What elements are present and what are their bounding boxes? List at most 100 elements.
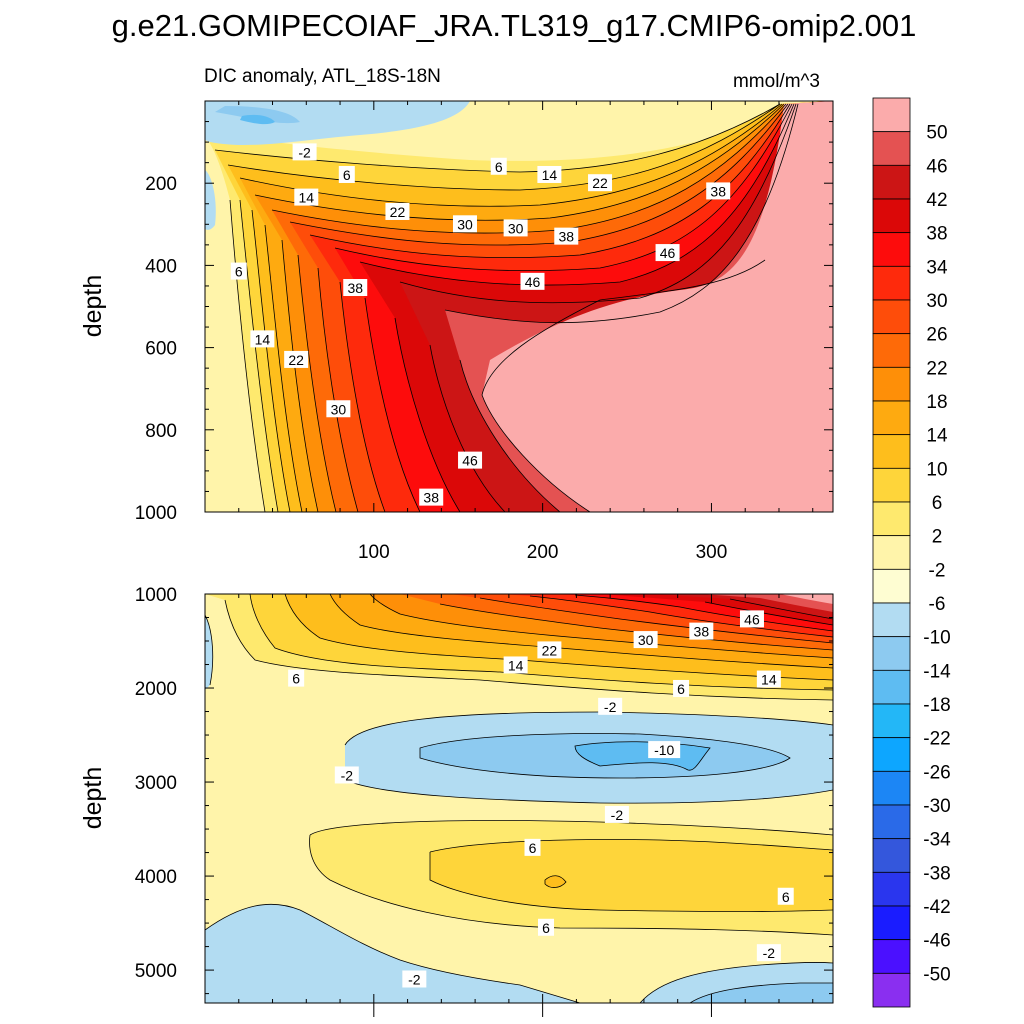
- contour-label-text: 14: [761, 672, 777, 688]
- contour-label-box: [706, 182, 731, 200]
- colorbar-swatch: [872, 602, 911, 638]
- contour-label: 6: [673, 679, 690, 697]
- contour-label-text: 22: [542, 642, 558, 658]
- colorbar-swatch: [872, 636, 911, 671]
- colorbar-label: 18: [926, 392, 947, 413]
- contour-label-text: 38: [347, 280, 363, 296]
- colorbar-label: -42: [923, 897, 950, 918]
- colorbar-swatch: [872, 232, 911, 267]
- upper-y-tick-label: 600: [145, 339, 177, 360]
- upper-contour-labels: -2 6 6 14 14 22 22 30 30 38 38 46 46 6 14 22 30 38 46 38: [230, 143, 731, 506]
- contour-label-text: 22: [390, 204, 406, 220]
- lower-panel: 46 38 30 22 14 14 6 6 -2 -10 -2 -2 6 6 6 -2 -2 1000 2000 3…: [79, 585, 834, 1017]
- contour-label-text: 6: [542, 920, 550, 936]
- contour-label-box: [334, 766, 359, 784]
- colorbar-label: -46: [923, 931, 950, 952]
- contour-label: -2: [598, 697, 623, 715]
- upper-x-tick-label: 300: [696, 542, 728, 563]
- contour-label-box: [756, 944, 781, 962]
- contour-label-text: -10: [654, 742, 674, 758]
- colorbar-label: 26: [926, 325, 947, 346]
- subtitle-units: mmol/m^3: [733, 71, 820, 92]
- colorbar-label: 42: [926, 190, 947, 211]
- contour-label-box: [673, 679, 690, 697]
- contour-label-box: [524, 838, 541, 856]
- colorbar-swatch: [872, 501, 911, 537]
- lower-y-tick-label: 2000: [135, 679, 177, 700]
- contour-label-text: -2: [298, 144, 311, 160]
- contour-label: 22: [537, 641, 562, 659]
- contour-label: 6: [777, 887, 794, 905]
- contour-label-text: 46: [462, 453, 478, 469]
- contour-label: 46: [655, 244, 680, 262]
- colorbar-label: -2: [929, 560, 946, 581]
- upper-y-tick-label: 200: [145, 174, 177, 195]
- contour-label-box: [490, 157, 507, 175]
- contour-label: 38: [554, 227, 579, 245]
- contour-label-text: 6: [782, 889, 790, 905]
- upper-y-tick-label: 400: [145, 256, 177, 277]
- colorbar-label: 34: [926, 257, 948, 278]
- upper-x-tick-label: 100: [358, 542, 390, 563]
- contour-label-box: [452, 215, 477, 233]
- contour-label: -10: [648, 741, 681, 759]
- lower-y-tick-label: 3000: [135, 773, 177, 794]
- contour-label-text: 22: [592, 175, 608, 191]
- contour-label: 6: [490, 157, 507, 175]
- colorbar-label: -18: [923, 695, 950, 716]
- contour-label-box: [588, 174, 613, 192]
- contour-label: 46: [739, 610, 764, 628]
- contour-label: 22: [588, 174, 613, 192]
- contour-label-box: [554, 227, 579, 245]
- colorbar-swatch: [872, 838, 911, 873]
- colorbar-swatch: [872, 568, 911, 604]
- lower-y-tick-label: 4000: [135, 867, 177, 888]
- contour-label-text: 6: [529, 840, 537, 856]
- upper-x-axis: 100 200 300: [238, 101, 814, 563]
- contour-label: 38: [419, 488, 444, 506]
- contour-label-box: [288, 669, 305, 687]
- contour-label-box: [284, 350, 309, 368]
- contour-label-box: [458, 451, 483, 469]
- contour-label-box: [419, 488, 444, 506]
- contour-label-text: 30: [457, 216, 473, 232]
- contour-label: 22: [385, 202, 410, 220]
- contour-label: -2: [292, 143, 317, 161]
- contour-label: 14: [756, 670, 781, 688]
- contour-label-box: [739, 610, 764, 628]
- upper-y-axis: 200 400 600 800 1000: [135, 100, 833, 524]
- contour-label-box: [655, 244, 680, 262]
- colorbar-swatch: [872, 770, 911, 806]
- contour-label-text: 6: [235, 264, 243, 280]
- contour-label: 6: [524, 838, 541, 856]
- contour-label-box: [343, 279, 368, 297]
- contour-label-text: 46: [525, 274, 541, 290]
- contour-label: 14: [537, 165, 562, 183]
- colorbar-swatch: [872, 905, 911, 941]
- contour-label-text: 38: [694, 624, 710, 640]
- colorbar-label: 14: [926, 426, 948, 447]
- colorbar-swatch: [872, 467, 911, 503]
- contour-label-text: 30: [508, 220, 524, 236]
- contour-label-text: 46: [744, 611, 760, 627]
- contour-label-text: -2: [341, 767, 354, 783]
- lower-y-tick-label: 1000: [135, 585, 177, 606]
- contour-label-box: [598, 697, 623, 715]
- contour-label: 46: [458, 451, 483, 469]
- colorbar-label: 6: [932, 493, 943, 514]
- contour-label-box: [503, 656, 528, 674]
- contour-label-box: [777, 887, 794, 905]
- colorbar-label: -34: [923, 830, 951, 851]
- contour-label-box: [338, 165, 355, 183]
- colorbar-label: 30: [926, 291, 947, 312]
- colorbar-swatch: [872, 265, 911, 301]
- colorbar-swatch: [872, 669, 911, 705]
- contour-label-text: 14: [255, 331, 271, 347]
- contour-label-text: 38: [558, 229, 574, 245]
- figure-title: g.e21.GOMIPECOIAF_JRA.TL319_g17.CMIP6-om…: [112, 8, 917, 43]
- contour-label: 30: [452, 215, 477, 233]
- lower-contour-fill: [205, 594, 833, 1003]
- contour-label-text: -2: [611, 807, 624, 823]
- contour-label: 6: [338, 165, 355, 183]
